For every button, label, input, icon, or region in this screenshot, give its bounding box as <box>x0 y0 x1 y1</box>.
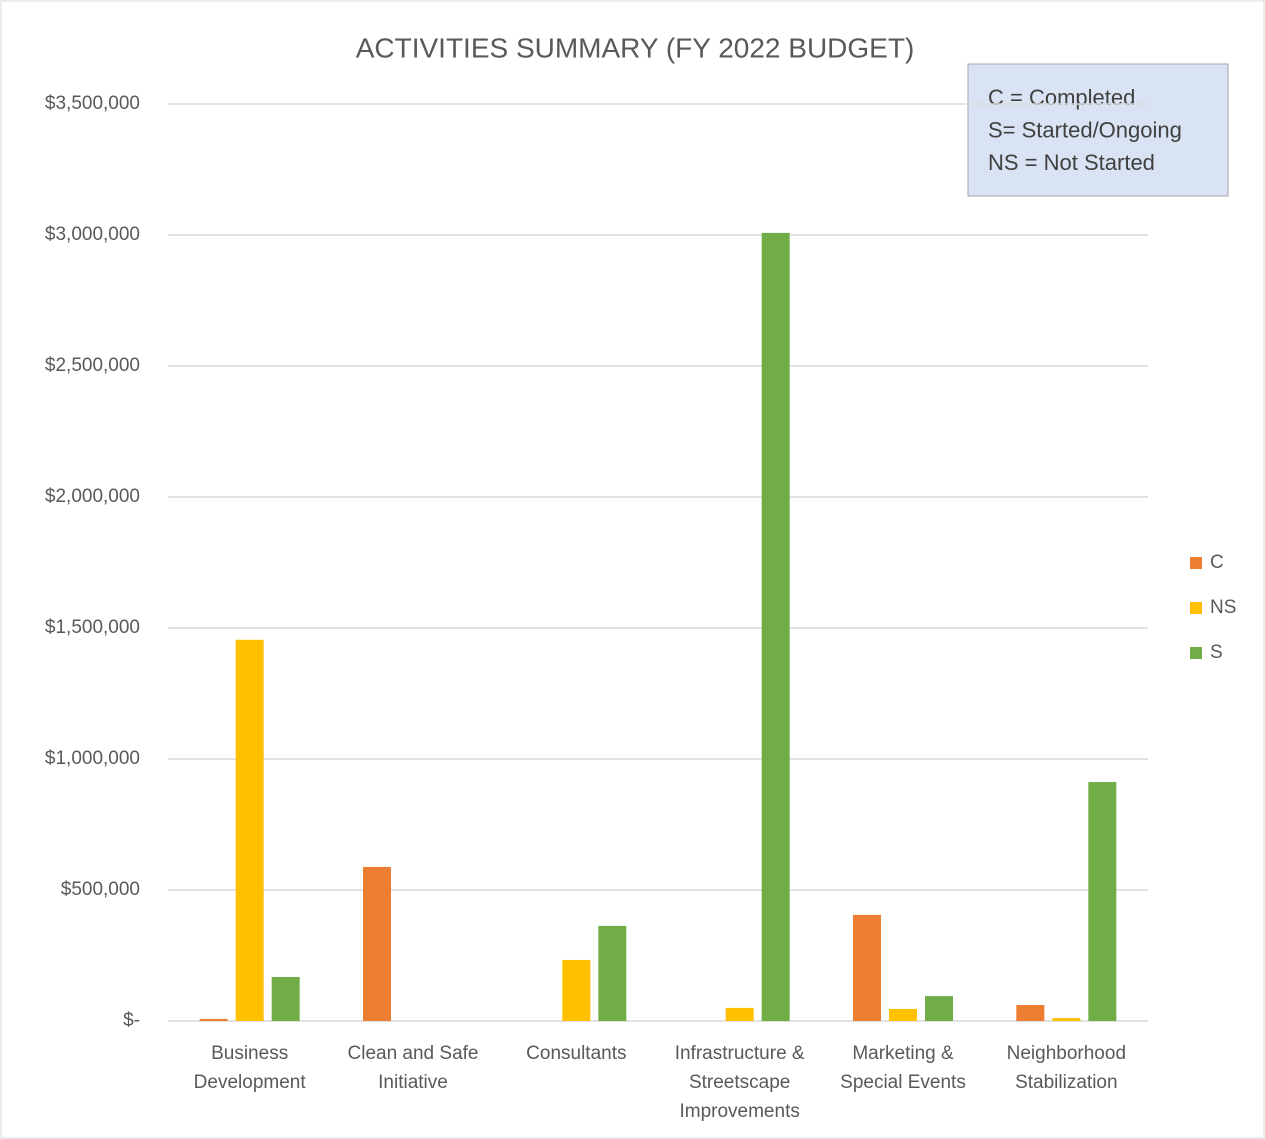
x-tick-label: Business Development <box>193 1043 306 1093</box>
y-tick-label: $- <box>123 1010 140 1031</box>
bar <box>889 1008 917 1021</box>
annotation-box <box>967 63 1229 197</box>
chart-title: ACTIVITIES SUMMARY (FY 2022 BUDGET) <box>356 32 915 63</box>
annotation-text: NS = Not Started <box>988 150 1155 175</box>
legend-swatch <box>1190 647 1202 659</box>
y-tick-label: $500,000 <box>61 879 140 900</box>
x-tick-label: Neighborhood Stabilization <box>1006 1043 1127 1093</box>
bar <box>853 914 881 1021</box>
bar <box>271 976 300 1021</box>
bar <box>1052 1018 1081 1021</box>
legend-swatch <box>1190 557 1202 569</box>
bar <box>725 1007 754 1021</box>
x-tick-label: Marketing & Special Events <box>840 1043 966 1093</box>
bar <box>235 639 264 1021</box>
bar <box>199 1018 228 1021</box>
legend-label: NS <box>1210 597 1236 618</box>
bar <box>562 959 591 1021</box>
y-tick-label: $3,500,000 <box>45 93 140 114</box>
bar <box>598 925 627 1021</box>
legend-swatch <box>1190 602 1202 614</box>
x-tick-label: Clean and Safe Initiative <box>347 1043 479 1093</box>
bar <box>1088 782 1117 1021</box>
y-tick-label: $1,500,000 <box>45 617 140 638</box>
y-tick-label: $2,500,000 <box>45 355 140 376</box>
bar <box>761 232 790 1022</box>
bar <box>1016 1005 1045 1021</box>
y-tick-label: $3,000,000 <box>45 224 140 245</box>
x-tick-label: Consultants <box>526 1043 627 1064</box>
y-tick-label: $1,000,000 <box>45 748 140 769</box>
x-tick-label: Infrastructure & Streetscape Improvement… <box>674 1043 805 1122</box>
annotation-text: C = Completed <box>988 85 1135 110</box>
bar <box>925 996 953 1021</box>
legend-label: C <box>1210 552 1224 573</box>
annotation-text: S= Started/Ongoing <box>988 117 1182 142</box>
bar <box>363 866 391 1021</box>
legend-label: S <box>1210 642 1223 663</box>
y-tick-label: $2,000,000 <box>45 486 140 507</box>
